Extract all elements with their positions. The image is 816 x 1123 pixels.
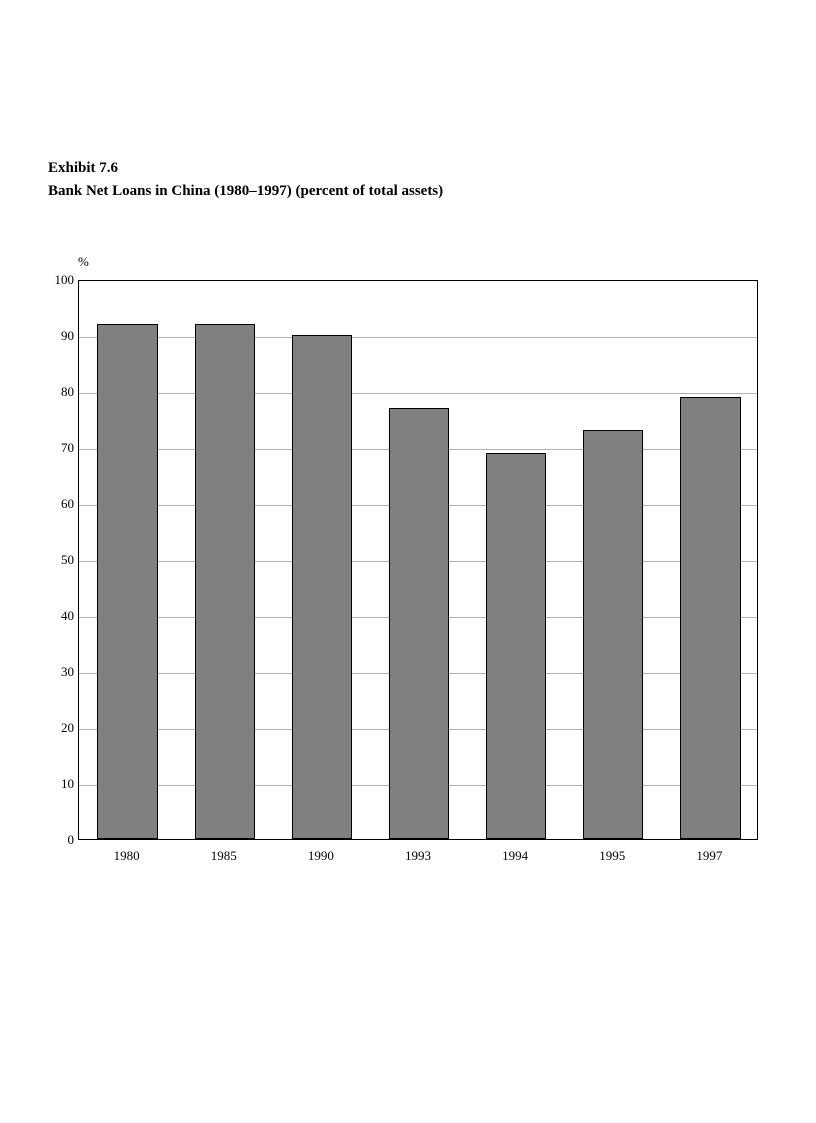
bar — [389, 408, 449, 839]
y-tick-label: 10 — [46, 776, 74, 792]
x-tick-label: 1995 — [564, 848, 661, 864]
title-block: Exhibit 7.6 Bank Net Loans in China (198… — [48, 160, 443, 200]
y-tick-label: 80 — [46, 384, 74, 400]
y-tick-label: 0 — [46, 832, 74, 848]
bar — [292, 335, 352, 839]
y-tick-label: 60 — [46, 496, 74, 512]
grid-line — [79, 337, 757, 338]
bar — [486, 453, 546, 839]
y-tick-label: 30 — [46, 664, 74, 680]
x-tick-label: 1990 — [272, 848, 369, 864]
y-axis-unit-label: % — [78, 254, 89, 270]
y-tick-label: 40 — [46, 608, 74, 624]
y-tick-label: 70 — [46, 440, 74, 456]
x-tick-label: 1993 — [369, 848, 466, 864]
plot-area — [78, 280, 758, 840]
x-tick-label: 1994 — [467, 848, 564, 864]
x-tick-label: 1985 — [175, 848, 272, 864]
y-tick-label: 100 — [46, 272, 74, 288]
bar — [680, 397, 740, 839]
bar — [97, 324, 157, 839]
y-tick-label: 50 — [46, 552, 74, 568]
exhibit-number: Exhibit 7.6 — [48, 160, 443, 177]
bar — [583, 430, 643, 839]
y-tick-label: 90 — [46, 328, 74, 344]
y-tick-label: 20 — [46, 720, 74, 736]
x-tick-label: 1980 — [78, 848, 175, 864]
exhibit-title: Bank Net Loans in China (1980–1997) (per… — [48, 183, 443, 200]
bar — [195, 324, 255, 839]
x-tick-label: 1997 — [661, 848, 758, 864]
bar-chart — [78, 280, 758, 840]
grid-line — [79, 393, 757, 394]
